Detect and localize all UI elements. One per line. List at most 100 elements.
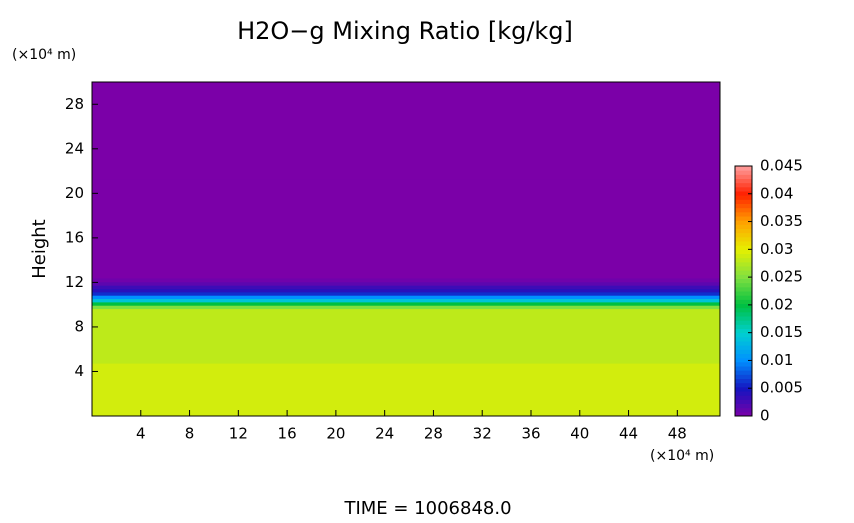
colorbar-cell xyxy=(735,228,752,234)
colorbar-cell xyxy=(735,382,752,388)
colorbar-cell xyxy=(735,286,752,292)
colorbar-tick-label: 0.005 xyxy=(760,379,803,397)
colorbar-cell xyxy=(735,274,752,279)
colorbar-cell xyxy=(735,366,752,371)
x-tick-label: 40 xyxy=(570,425,589,443)
y-tick-label: 4 xyxy=(74,362,84,380)
colorbar-cell xyxy=(735,295,752,300)
heat-band xyxy=(92,298,720,303)
colorbar-cell xyxy=(735,203,752,209)
colorbar-cell xyxy=(735,166,752,171)
colorbar-cell xyxy=(735,220,752,225)
colorbar-cell xyxy=(735,257,752,263)
heat-band xyxy=(92,178,720,279)
colorbar-cell xyxy=(735,336,752,342)
x-tick-label: 20 xyxy=(326,425,345,443)
colorbar-cell xyxy=(735,211,752,217)
x-tick-label: 16 xyxy=(278,425,297,443)
colorbar-cell xyxy=(735,316,752,321)
colorbar-tick-label: 0.01 xyxy=(760,351,793,369)
colorbar-cell xyxy=(735,299,752,304)
colorbar-cell xyxy=(735,195,752,200)
colorbar-cell xyxy=(735,307,752,313)
colorbar-cell xyxy=(735,399,752,404)
colorbar-cell xyxy=(735,386,752,392)
colorbar-cell xyxy=(735,303,752,309)
y-tick-label: 12 xyxy=(65,273,84,291)
colorbar-tick-label: 0 xyxy=(760,407,770,425)
colorbar-tick-label: 0.015 xyxy=(760,323,803,341)
colorbar-tick-label: 0.045 xyxy=(760,157,803,175)
colorbar-cell xyxy=(735,199,752,204)
heat-band xyxy=(92,281,720,286)
x-tick-label: 28 xyxy=(424,425,443,443)
colorbar-tick-label: 0.03 xyxy=(760,240,793,258)
colorbar-cell xyxy=(735,170,752,175)
x-tick-label: 24 xyxy=(375,425,394,443)
colorbar-tick-label: 0.035 xyxy=(760,212,803,230)
x-tick-label: 12 xyxy=(229,425,248,443)
colorbar-cell xyxy=(735,261,752,267)
colorbar-cell xyxy=(735,395,752,400)
x-tick-label: 8 xyxy=(185,425,195,443)
chart-title: H2O−g Mixing Ratio [kg/kg] xyxy=(237,17,573,45)
colorbar-cell xyxy=(735,224,752,229)
y-tick-label: 20 xyxy=(65,184,84,202)
y-tick-label: 16 xyxy=(65,228,84,246)
colorbar-cell xyxy=(735,186,752,192)
colorbar-cell xyxy=(735,249,752,254)
y-unit: (×10⁴ m) xyxy=(12,47,76,63)
colorbar-cell xyxy=(735,178,752,184)
colorbar-cell xyxy=(735,291,752,296)
colorbar-cell xyxy=(735,207,752,213)
footer: TIME = 1006848.0 xyxy=(343,498,511,519)
y-tick-label: 28 xyxy=(65,95,84,113)
x-unit: (×10⁴ m) xyxy=(650,448,714,464)
x-tick-label: 48 xyxy=(668,425,687,443)
heat-band xyxy=(92,291,720,296)
colorbar-cell xyxy=(735,361,752,367)
colorbar-cell xyxy=(735,282,752,288)
colorbar-cell xyxy=(735,403,752,409)
colorbar-cell xyxy=(735,241,752,246)
x-tick-label: 4 xyxy=(136,425,146,443)
x-tick-label: 44 xyxy=(619,425,638,443)
colorbar-cell xyxy=(735,407,752,413)
heat-band xyxy=(92,285,720,290)
colorbar-cell xyxy=(735,245,752,250)
colorbar-cell xyxy=(735,320,752,325)
heat-band xyxy=(92,363,720,417)
colorbar-cell xyxy=(735,324,752,329)
colorbar-cell xyxy=(735,236,752,242)
colorbar-cell xyxy=(735,374,752,379)
colorbar-cell xyxy=(735,345,752,350)
heat-band xyxy=(92,301,720,306)
x-tick-label: 36 xyxy=(521,425,540,443)
colorbar-cell xyxy=(735,391,752,396)
colorbar-cell xyxy=(735,266,752,271)
colorbar-cell xyxy=(735,341,752,346)
colorbar-cell xyxy=(735,328,752,334)
heat-band xyxy=(92,82,720,180)
colorbar-cell xyxy=(735,353,752,359)
colorbar-cell xyxy=(735,216,752,221)
heat-band xyxy=(92,305,720,310)
colorbar-cell xyxy=(735,370,752,375)
heat-band xyxy=(92,288,720,293)
colorbar-tick-label: 0.025 xyxy=(760,268,803,286)
x-tick-label: 32 xyxy=(473,425,492,443)
colorbar-cell xyxy=(735,378,752,384)
colorbar-cell xyxy=(735,349,752,354)
colorbar-cell xyxy=(735,191,752,196)
heat-band xyxy=(92,295,720,300)
colorbar-cell xyxy=(735,411,752,417)
plot-frame xyxy=(91,81,721,417)
colorbar-cell xyxy=(735,232,752,238)
colorbar-cell xyxy=(735,174,752,179)
y-axis-label: Height xyxy=(29,219,50,279)
colorbar-cell xyxy=(735,332,752,338)
colorbar-frame xyxy=(734,165,753,417)
colorbar-cell xyxy=(735,253,752,259)
colorbar-cell xyxy=(735,357,752,363)
